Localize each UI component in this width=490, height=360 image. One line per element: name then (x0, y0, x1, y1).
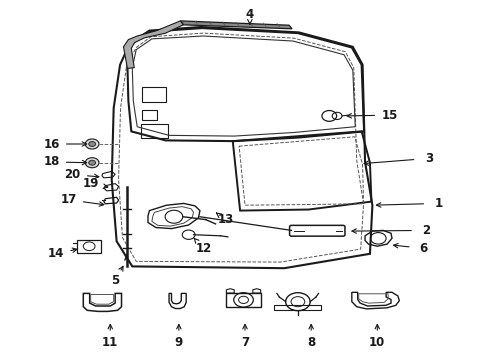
Bar (274, 305, 321, 310)
Bar (142, 87, 166, 102)
Polygon shape (123, 21, 183, 68)
Text: 7: 7 (241, 336, 249, 348)
Text: 2: 2 (422, 224, 430, 237)
Text: 10: 10 (369, 336, 386, 348)
Circle shape (85, 158, 99, 168)
Text: 20: 20 (64, 168, 81, 181)
Text: 15: 15 (381, 109, 398, 122)
Text: 11: 11 (102, 336, 119, 348)
Polygon shape (180, 21, 292, 29)
Text: 18: 18 (43, 156, 60, 168)
Text: 1: 1 (435, 197, 442, 210)
Text: 6: 6 (420, 242, 428, 255)
Bar (141, 124, 168, 138)
Circle shape (89, 160, 96, 165)
Text: 4: 4 (246, 8, 254, 21)
Bar (77, 240, 101, 253)
Text: 14: 14 (48, 247, 65, 260)
Text: 17: 17 (60, 193, 77, 206)
Text: 13: 13 (217, 213, 234, 226)
Text: 8: 8 (307, 336, 315, 348)
Circle shape (85, 139, 99, 149)
Bar (226, 293, 261, 307)
Text: 9: 9 (175, 336, 183, 348)
Text: 12: 12 (195, 242, 212, 255)
Text: 16: 16 (43, 138, 60, 150)
Text: 19: 19 (82, 177, 99, 190)
Circle shape (89, 141, 96, 147)
Text: 5: 5 (111, 274, 119, 287)
Text: 3: 3 (425, 152, 433, 165)
Bar (142, 110, 157, 120)
